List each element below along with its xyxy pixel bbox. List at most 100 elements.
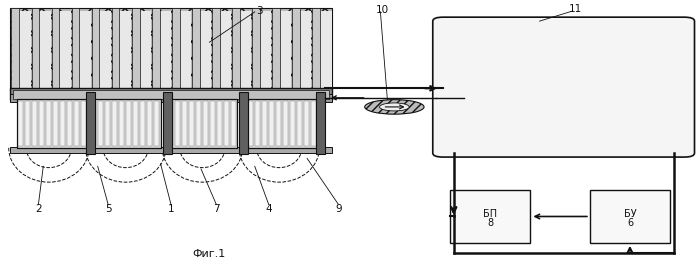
Polygon shape: [72, 8, 80, 90]
Polygon shape: [320, 11, 332, 90]
Polygon shape: [280, 11, 291, 90]
Polygon shape: [11, 8, 19, 90]
Polygon shape: [292, 8, 300, 90]
Polygon shape: [232, 8, 240, 90]
Polygon shape: [25, 101, 30, 146]
Polygon shape: [10, 88, 332, 100]
Polygon shape: [269, 101, 274, 146]
Polygon shape: [81, 101, 86, 146]
Polygon shape: [260, 11, 272, 90]
Polygon shape: [140, 11, 151, 90]
Polygon shape: [276, 101, 281, 146]
Polygon shape: [159, 11, 171, 90]
Polygon shape: [126, 101, 131, 146]
Polygon shape: [32, 101, 37, 146]
Polygon shape: [272, 8, 280, 90]
Polygon shape: [175, 101, 180, 146]
Polygon shape: [10, 94, 332, 102]
Polygon shape: [91, 99, 161, 148]
Text: БУ: БУ: [623, 209, 637, 219]
Polygon shape: [297, 101, 302, 146]
Polygon shape: [132, 8, 140, 90]
Polygon shape: [39, 11, 50, 90]
Polygon shape: [152, 8, 160, 90]
Polygon shape: [99, 11, 111, 90]
Polygon shape: [17, 99, 87, 148]
Polygon shape: [450, 190, 530, 243]
Polygon shape: [304, 101, 309, 146]
Polygon shape: [98, 101, 103, 146]
Polygon shape: [203, 101, 208, 146]
Polygon shape: [168, 101, 173, 146]
Text: 2: 2: [35, 204, 42, 214]
Polygon shape: [53, 101, 58, 146]
Polygon shape: [290, 101, 295, 146]
Polygon shape: [212, 8, 220, 90]
Polygon shape: [239, 11, 251, 90]
Text: Фиг.1: Фиг.1: [193, 249, 226, 259]
Polygon shape: [172, 8, 179, 90]
Polygon shape: [262, 101, 267, 146]
Polygon shape: [239, 92, 248, 154]
Polygon shape: [10, 147, 332, 153]
Polygon shape: [217, 101, 222, 146]
Polygon shape: [231, 101, 236, 146]
Polygon shape: [252, 8, 260, 90]
Polygon shape: [91, 8, 99, 90]
Polygon shape: [248, 99, 318, 148]
Text: 7: 7: [213, 204, 220, 214]
Polygon shape: [220, 11, 231, 90]
Polygon shape: [74, 101, 79, 146]
Text: 11: 11: [570, 4, 582, 14]
Text: 8: 8: [487, 218, 493, 228]
Text: 6: 6: [627, 218, 633, 228]
Text: 9: 9: [335, 204, 342, 214]
Polygon shape: [19, 11, 31, 90]
Polygon shape: [179, 11, 191, 90]
Polygon shape: [316, 92, 325, 154]
Polygon shape: [39, 101, 44, 146]
Polygon shape: [182, 101, 187, 146]
Polygon shape: [300, 11, 311, 90]
Polygon shape: [79, 11, 91, 90]
Polygon shape: [112, 8, 119, 90]
Polygon shape: [59, 11, 70, 90]
Polygon shape: [255, 101, 260, 146]
Polygon shape: [196, 101, 201, 146]
FancyBboxPatch shape: [433, 17, 695, 157]
Text: 4: 4: [265, 204, 272, 214]
Polygon shape: [590, 190, 670, 243]
Polygon shape: [192, 8, 200, 90]
Polygon shape: [189, 101, 194, 146]
Polygon shape: [10, 8, 332, 90]
Polygon shape: [18, 101, 23, 146]
Text: 5: 5: [105, 204, 112, 214]
Polygon shape: [67, 101, 72, 146]
Polygon shape: [119, 11, 131, 90]
Polygon shape: [147, 101, 152, 146]
Polygon shape: [210, 101, 215, 146]
Polygon shape: [133, 101, 138, 146]
Polygon shape: [46, 101, 51, 146]
Polygon shape: [105, 101, 110, 146]
Text: 1: 1: [168, 204, 174, 214]
Polygon shape: [119, 101, 124, 146]
Polygon shape: [311, 101, 316, 146]
Polygon shape: [313, 8, 320, 90]
Polygon shape: [224, 101, 229, 146]
Polygon shape: [86, 92, 95, 154]
Polygon shape: [200, 11, 211, 90]
Polygon shape: [154, 101, 159, 146]
Polygon shape: [91, 101, 96, 146]
Polygon shape: [112, 101, 117, 146]
Ellipse shape: [380, 103, 409, 111]
Polygon shape: [60, 101, 65, 146]
Text: 3: 3: [256, 6, 263, 16]
Text: 10: 10: [376, 5, 389, 15]
Polygon shape: [248, 101, 253, 146]
Polygon shape: [31, 8, 39, 90]
Ellipse shape: [364, 100, 424, 114]
Polygon shape: [163, 92, 172, 154]
Polygon shape: [168, 99, 237, 148]
Polygon shape: [283, 101, 288, 146]
